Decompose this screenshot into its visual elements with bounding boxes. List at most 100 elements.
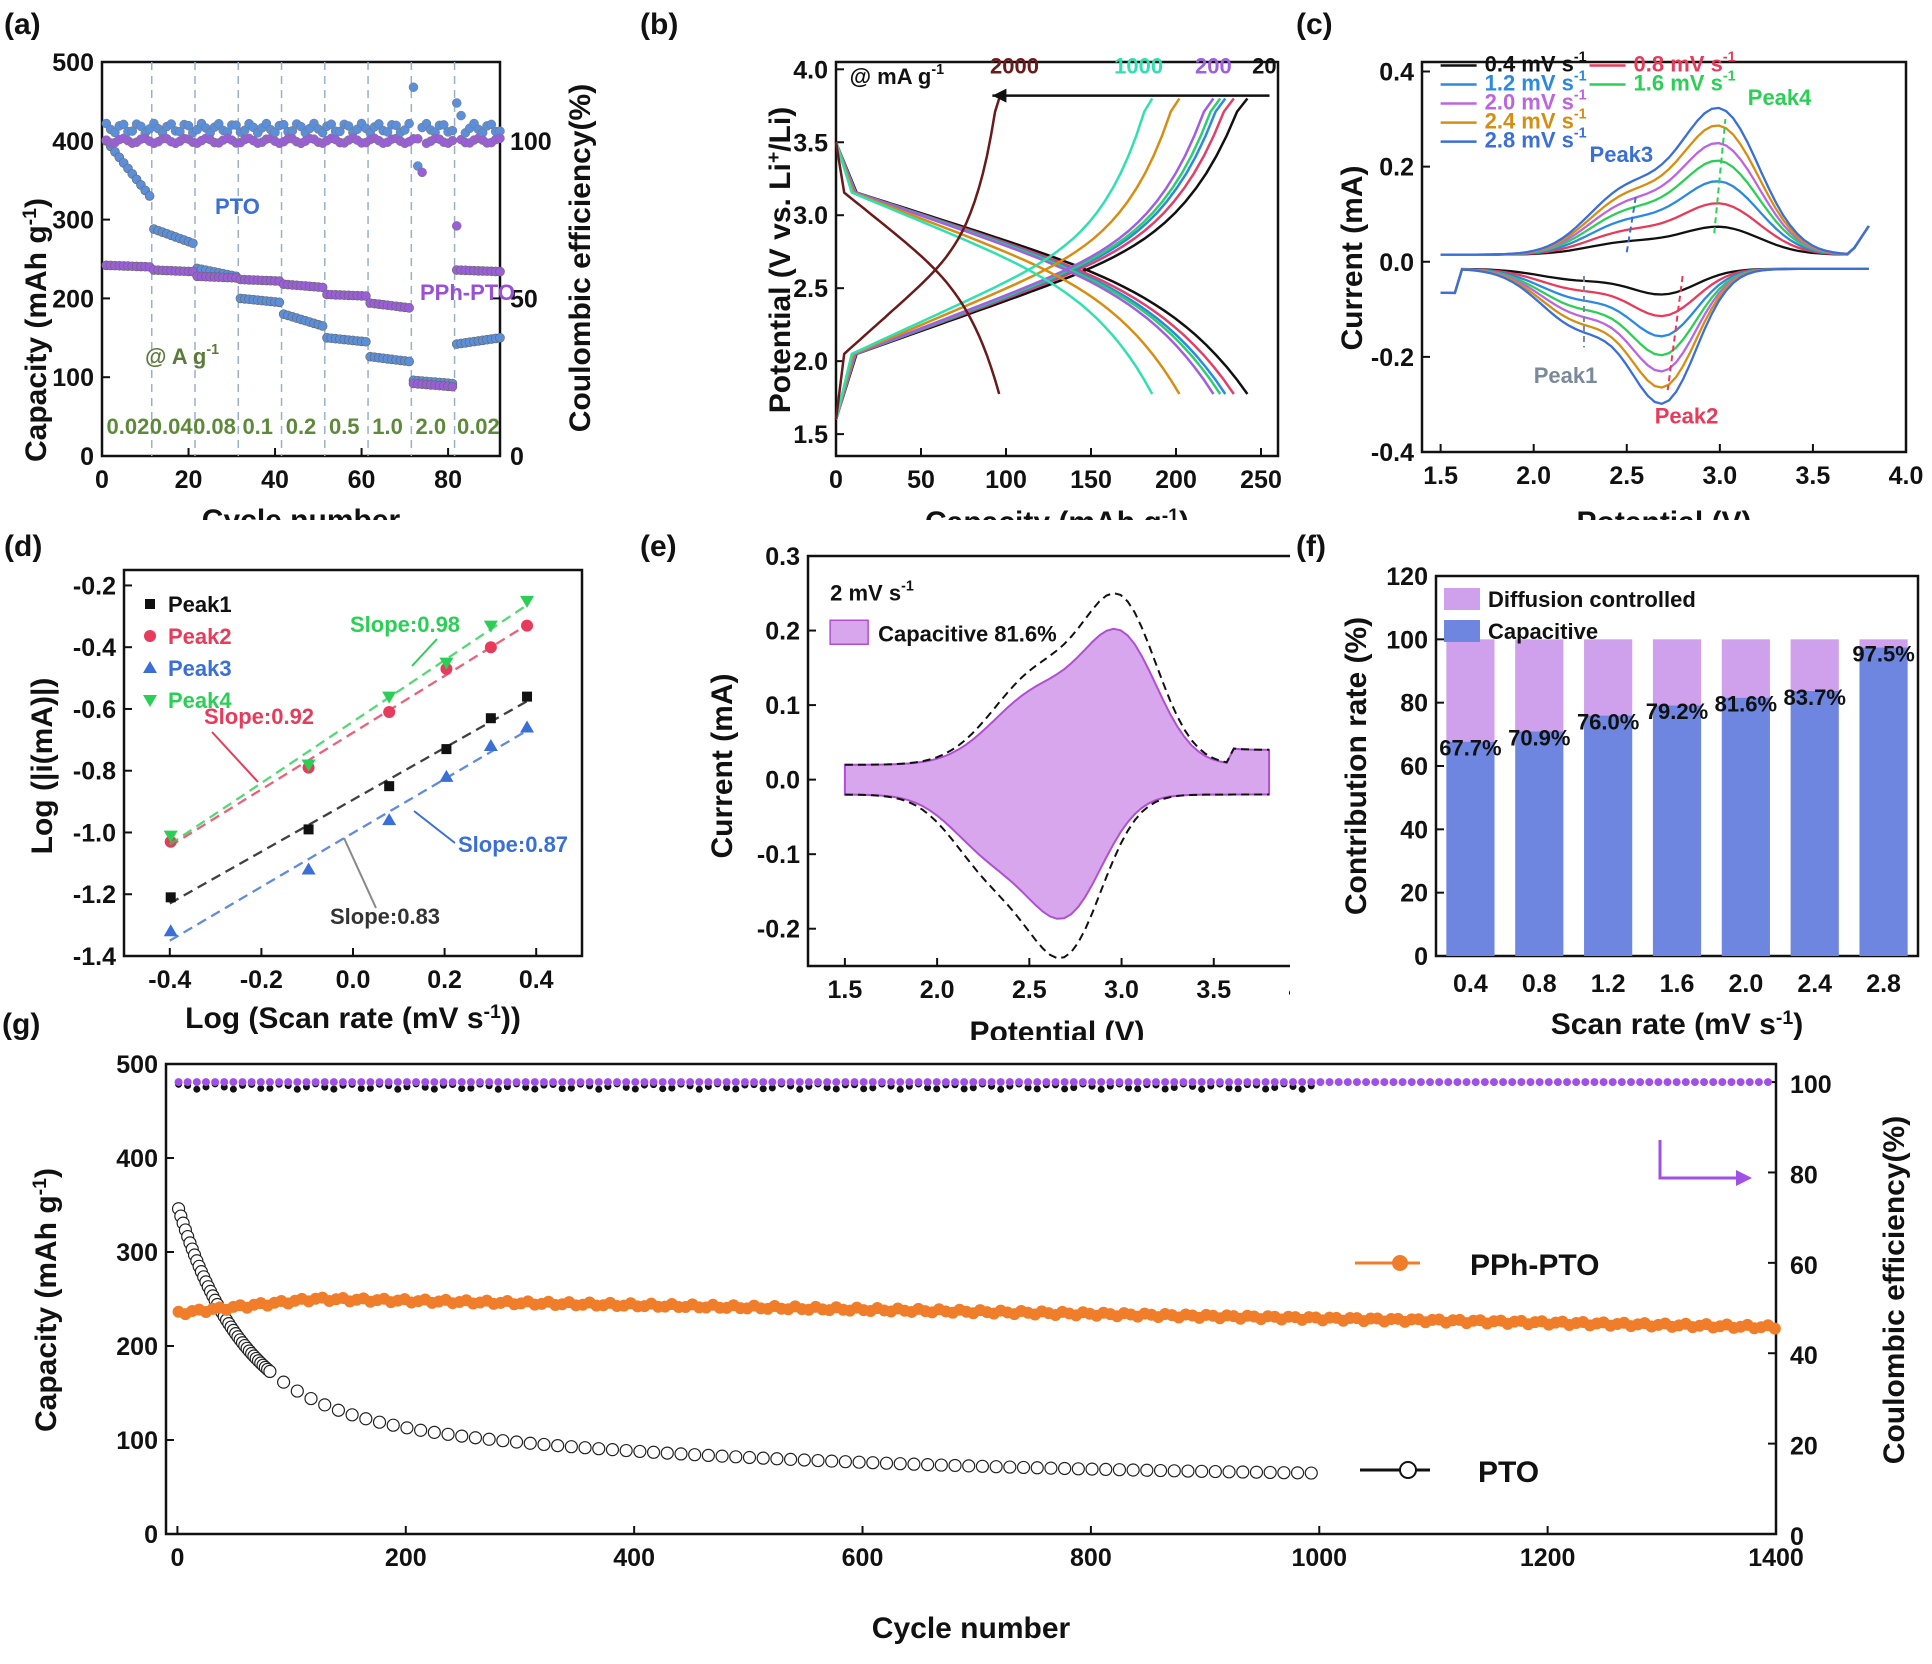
- data-point-pto: [1030, 1461, 1044, 1475]
- ce-point-pph-pto: [451, 221, 462, 231]
- ce-point-pph-pto: [192, 1078, 201, 1087]
- ce-point-pto: [374, 119, 384, 129]
- ce-point-pph-pto: [1069, 1078, 1078, 1087]
- ce-point-pph-pto: [521, 1078, 530, 1087]
- ce-point-pto: [668, 1084, 676, 1092]
- y-tick-label: 0.4: [1379, 59, 1414, 87]
- ce-point-pph-pto: [1672, 1078, 1681, 1087]
- x-tick-label: 20: [175, 466, 203, 494]
- x-tick-label: 4.0: [1889, 462, 1924, 490]
- ce-point-pph-pto: [457, 1078, 466, 1087]
- ce-point-pph-pto: [1225, 1078, 1234, 1087]
- ce-point-pph-pto: [530, 1078, 539, 1087]
- data-point-pto: [592, 1442, 606, 1456]
- data-point-pto: [1140, 1463, 1154, 1477]
- y-tick-label: 0: [144, 1521, 158, 1549]
- data-point-pto: [441, 1427, 455, 1441]
- y-tick-label: 400: [52, 128, 94, 156]
- y2-axis-label: Coulombic efficiency(%): [564, 84, 597, 432]
- ce-point-pto: [382, 127, 393, 137]
- ce-point-pph-pto: [1745, 1078, 1754, 1087]
- x-tick-label: 1.5: [1423, 462, 1458, 490]
- ce-point-pto: [404, 118, 414, 129]
- ce-point-pph-pto: [1298, 1078, 1307, 1087]
- ce-point-pph-pto: [1471, 1078, 1480, 1087]
- ce-point-pph-pto: [503, 1078, 512, 1087]
- y-tick-label: 100: [1386, 626, 1428, 654]
- ce-point-pph-pto: [421, 1078, 430, 1087]
- y-tick-label: 3.0: [793, 202, 828, 230]
- data-point-pto: [688, 1448, 702, 1462]
- ce-point-pph-pto: [229, 1078, 238, 1087]
- rate-arrow-head: [992, 88, 1007, 103]
- data-point-pto: [1304, 1466, 1318, 1480]
- y-tick-label: 40: [1400, 816, 1428, 844]
- bar-capacitive: [1859, 647, 1908, 956]
- ce-point-pph-pto: [676, 1078, 685, 1087]
- ce-point-pto: [451, 98, 462, 108]
- data-point-pto: [304, 1391, 318, 1406]
- x-axis-label: Cycle number: [872, 1612, 1071, 1645]
- ce-point-pph-pto: [1462, 1078, 1471, 1087]
- data-point-pto: [537, 1437, 551, 1452]
- ce-point-pto: [1234, 1085, 1242, 1093]
- charge-curve: [834, 97, 1154, 420]
- data-point-pto: [1277, 1466, 1291, 1480]
- data-point-pto: [188, 238, 198, 249]
- ce-point-pph-pto: [1371, 1078, 1380, 1087]
- x-axis-label: Scan rate (mV s-1): [1551, 1007, 1803, 1040]
- bar-capacitive: [1584, 715, 1633, 956]
- legend-marker: [144, 630, 156, 642]
- bar-diffusion: [1584, 639, 1633, 716]
- x-tick-label: 1.5: [828, 976, 863, 1004]
- ce-point-pph-pto: [1197, 1078, 1206, 1087]
- ce-point-pph-pto: [1279, 1078, 1288, 1087]
- legend-marker-pto: [1399, 1461, 1417, 1479]
- ce-point-pph-pto: [987, 1078, 996, 1087]
- data-point-pto: [1236, 1465, 1250, 1479]
- ce-point-pph-pto: [768, 1078, 777, 1087]
- data-point-pph-pto: [317, 282, 328, 293]
- data-point-peak4: [163, 830, 178, 843]
- y-axis-label: Current (mA): [706, 674, 739, 859]
- ce-point-pph-pto: [413, 134, 423, 144]
- ce-point-pto: [458, 1085, 466, 1093]
- x-tick-label: 200: [1155, 466, 1197, 494]
- total-cv-curve: [844, 793, 1270, 960]
- ce-point-pph-pto: [1690, 1078, 1699, 1087]
- ce-point-pto: [175, 126, 185, 137]
- legend-label: 1.2 mV s-1: [1485, 69, 1587, 96]
- data-point-pto: [921, 1458, 935, 1472]
- data-point-pto: [770, 1452, 784, 1466]
- data-point-pto: [386, 1418, 400, 1432]
- ce-point-pph-pto: [1325, 1078, 1334, 1087]
- chart-g: (g)0 200 400 600 800 1000 1200 1400010020030040…: [2, 1008, 1911, 1645]
- data-point-pto: [811, 1453, 825, 1468]
- charge-curve: [834, 97, 1227, 420]
- data-point-peak2: [383, 706, 396, 719]
- rate-legend-label: 2000: [990, 54, 1039, 79]
- y-tick-label: 300: [52, 207, 94, 235]
- x-tick-label: 0: [170, 1544, 184, 1572]
- y2-axis-label: Coulombic efficiency(%): [1878, 1116, 1911, 1464]
- x-tick-label: 1400: [1748, 1544, 1804, 1572]
- legend-label: 1.6 mV s-1: [1634, 69, 1736, 96]
- ce-point-pph-pto: [1033, 1078, 1042, 1087]
- ce-point-pph-pto: [1563, 1078, 1572, 1087]
- data-point-pto: [1222, 1465, 1236, 1479]
- ce-point-pto: [997, 1085, 1005, 1093]
- ce-point-pto: [1225, 1084, 1233, 1092]
- y-tick-label: 2.5: [793, 275, 828, 303]
- ce-point-pph-pto: [1252, 1078, 1261, 1087]
- ce-point-pto: [447, 125, 458, 136]
- rate-label: 2.0: [415, 414, 446, 439]
- ce-point-pph-pto: [1024, 1078, 1033, 1087]
- ce-point-pph-pto: [393, 1078, 402, 1087]
- charge-curve: [834, 97, 1235, 420]
- ce-point-pph-pto: [1243, 1078, 1252, 1087]
- ce-point-pph-pto: [759, 1078, 768, 1087]
- slope-pointer: [413, 810, 456, 844]
- ce-point-pph-pto: [1179, 1078, 1188, 1087]
- data-point-pto: [1112, 1463, 1127, 1477]
- data-point-pto: [496, 1434, 510, 1448]
